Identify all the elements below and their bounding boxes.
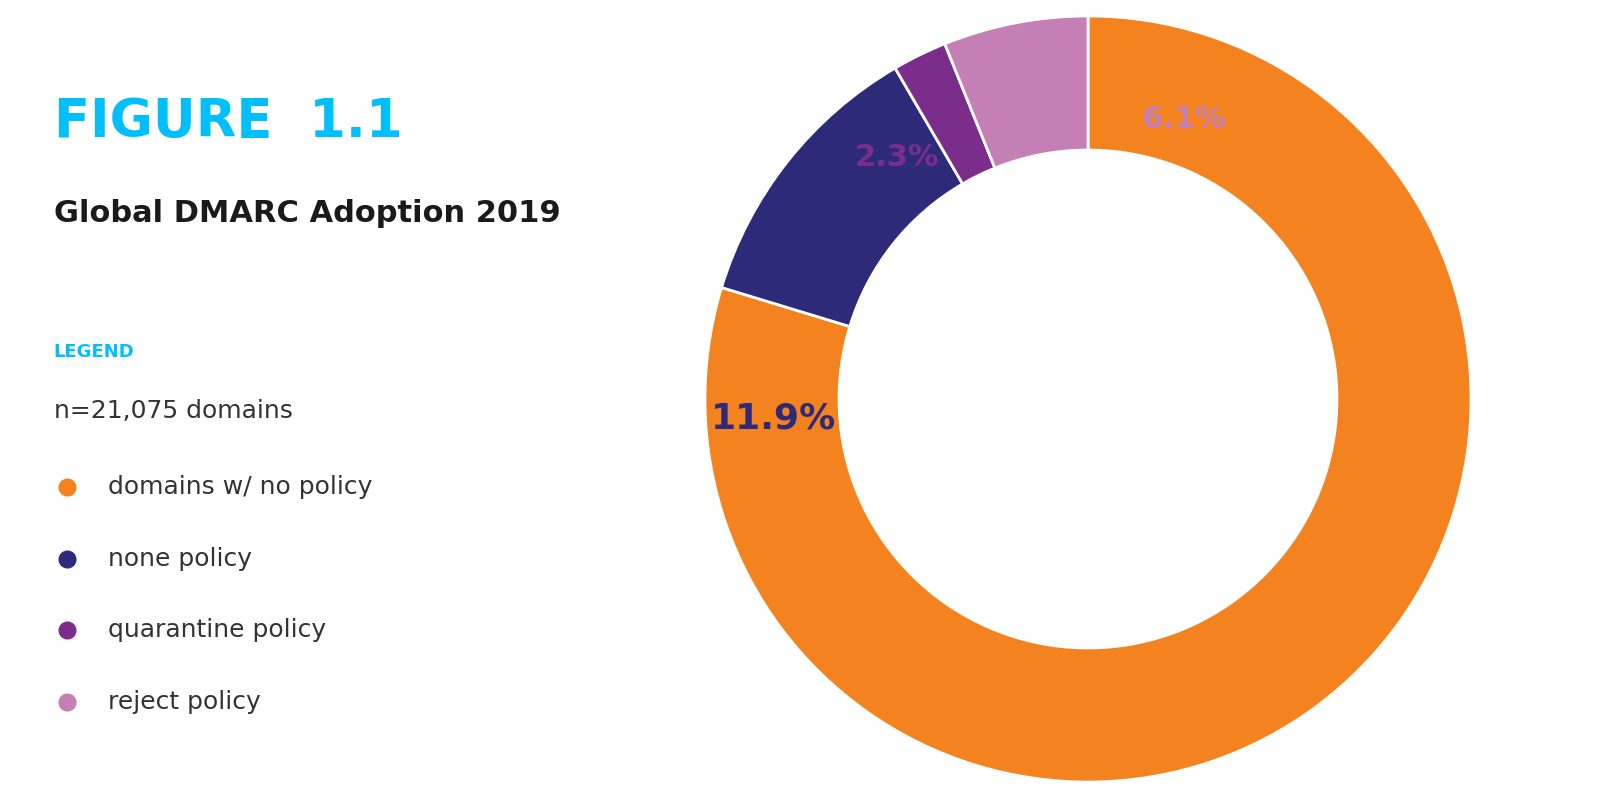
Text: 2.3%: 2.3% <box>854 143 939 172</box>
Text: none policy: none policy <box>107 547 251 571</box>
Wedge shape <box>722 68 963 326</box>
Text: domains w/ no policy: domains w/ no policy <box>107 475 371 499</box>
Text: FIGURE  1.1: FIGURE 1.1 <box>54 96 402 148</box>
Text: LEGEND: LEGEND <box>54 343 134 361</box>
Text: n=21,075 domains: n=21,075 domains <box>54 399 293 423</box>
Text: quarantine policy: quarantine policy <box>107 618 326 642</box>
Text: Global DMARC Adoption 2019: Global DMARC Adoption 2019 <box>54 200 560 228</box>
Wedge shape <box>894 44 995 184</box>
Wedge shape <box>706 16 1470 782</box>
Text: 6.1%: 6.1% <box>1141 105 1226 134</box>
Text: 11.9%: 11.9% <box>712 401 837 435</box>
Wedge shape <box>944 16 1088 168</box>
Text: reject policy: reject policy <box>107 690 261 714</box>
Text: 79.7%: 79.7% <box>1016 677 1160 719</box>
